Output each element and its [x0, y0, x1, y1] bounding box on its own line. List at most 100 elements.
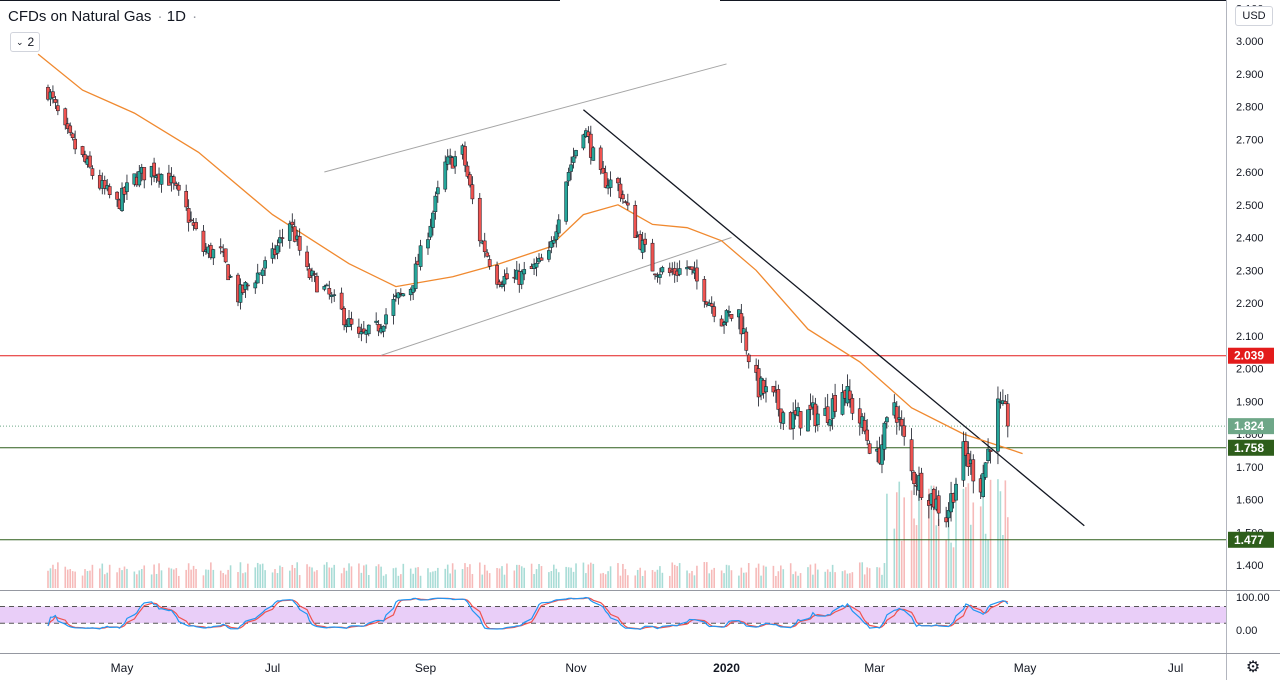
volume-bar [256, 562, 259, 588]
candle-body [865, 429, 870, 441]
candle [660, 265, 665, 275]
symbol-title[interactable]: CFDs on Natural Gas [8, 8, 152, 25]
volume-bar [723, 573, 725, 588]
volume-bar [831, 564, 834, 588]
candle-body [63, 108, 68, 126]
currency-button[interactable]: USD [1235, 6, 1273, 26]
candle-body [401, 293, 406, 297]
candle-body [625, 202, 630, 206]
volume-bar [989, 479, 992, 588]
indicators-toggle-button[interactable]: ⌄ 2 [10, 32, 41, 52]
candle [690, 266, 694, 275]
volume-bar [725, 564, 728, 588]
stoch-k-line [47, 596, 1009, 631]
candle-body [961, 441, 966, 481]
trendline-channel-upper [324, 63, 727, 173]
volume-bar [498, 568, 501, 588]
trendline-downtrend [583, 109, 1085, 527]
candle-body [73, 138, 77, 150]
candle [184, 184, 189, 211]
y-tick-label: 3.000 [1236, 36, 1264, 48]
interval-label[interactable]: 1D [166, 8, 186, 25]
volume-bar [348, 563, 350, 588]
volume-bar [471, 573, 474, 588]
volume-bar [676, 566, 678, 588]
volume-bar [644, 570, 646, 588]
volume-bar [323, 564, 326, 588]
indicator-count: 2 [27, 35, 35, 49]
volume-bar [745, 572, 748, 588]
y-tick-label: 1.700 [1236, 462, 1264, 474]
volume-bar [168, 567, 170, 588]
candle [482, 232, 487, 258]
volume-bar [817, 569, 819, 588]
volume-bar [464, 563, 466, 588]
volume-bar [599, 573, 602, 588]
candle-body [137, 171, 142, 186]
candle [223, 248, 228, 264]
volume-bar [185, 569, 187, 588]
candle-body [228, 276, 233, 278]
candle [862, 412, 867, 435]
volume-bar [501, 566, 503, 588]
volume-bar [624, 569, 627, 588]
candle [658, 267, 662, 285]
candle-body [556, 219, 561, 234]
volume-bar [207, 569, 210, 588]
candle-body [68, 125, 73, 133]
volume-bar [121, 570, 123, 588]
volume-bar [757, 563, 760, 588]
candle-body [305, 251, 309, 267]
volume-bar [945, 539, 947, 588]
volume-bar [101, 563, 104, 588]
x-tick-label: Jul [265, 661, 280, 675]
volume-bar [363, 565, 365, 588]
candle [51, 85, 55, 104]
candle-body [850, 398, 855, 414]
y-tick-label: 2.200 [1236, 298, 1264, 310]
y-tick-label: 1.900 [1236, 396, 1264, 408]
candle [1005, 393, 1010, 438]
candle [581, 133, 586, 151]
candle [643, 232, 647, 253]
volume-bar [851, 572, 854, 588]
candle-body [551, 239, 556, 244]
candle [519, 269, 524, 290]
candle [384, 308, 388, 329]
candle-body [359, 331, 364, 335]
candle-body [690, 266, 694, 270]
volume-bar [434, 570, 437, 588]
volume-bar [703, 562, 706, 588]
candle-body [902, 425, 907, 437]
volume-bar [496, 568, 498, 588]
volume-bar [858, 562, 861, 588]
volume-bar [617, 563, 619, 588]
volume-bar [488, 573, 491, 588]
volume-bar [775, 575, 777, 588]
candle [322, 284, 327, 292]
candle-body [83, 154, 87, 162]
volume-bar [84, 569, 86, 588]
candle-body [936, 495, 941, 514]
candle [547, 241, 551, 263]
candle-body [238, 284, 243, 303]
candle-body [495, 265, 499, 285]
candle [566, 167, 571, 186]
y-tick-label: 1.400 [1236, 560, 1264, 572]
candle-body [894, 406, 899, 423]
volume-bar [116, 572, 118, 588]
volume-bar [587, 564, 590, 588]
candle-body [292, 226, 297, 242]
volume-bar [155, 573, 158, 588]
volume-bar [743, 572, 745, 588]
candle [833, 383, 837, 418]
gear-icon[interactable]: ⚙ [1245, 659, 1261, 676]
candle [176, 181, 181, 196]
candle-body [534, 262, 539, 268]
candle [292, 219, 297, 243]
candle-body [996, 398, 1000, 452]
candle-body [650, 242, 655, 272]
volume-bar [333, 564, 336, 588]
volume-bar [607, 571, 609, 588]
